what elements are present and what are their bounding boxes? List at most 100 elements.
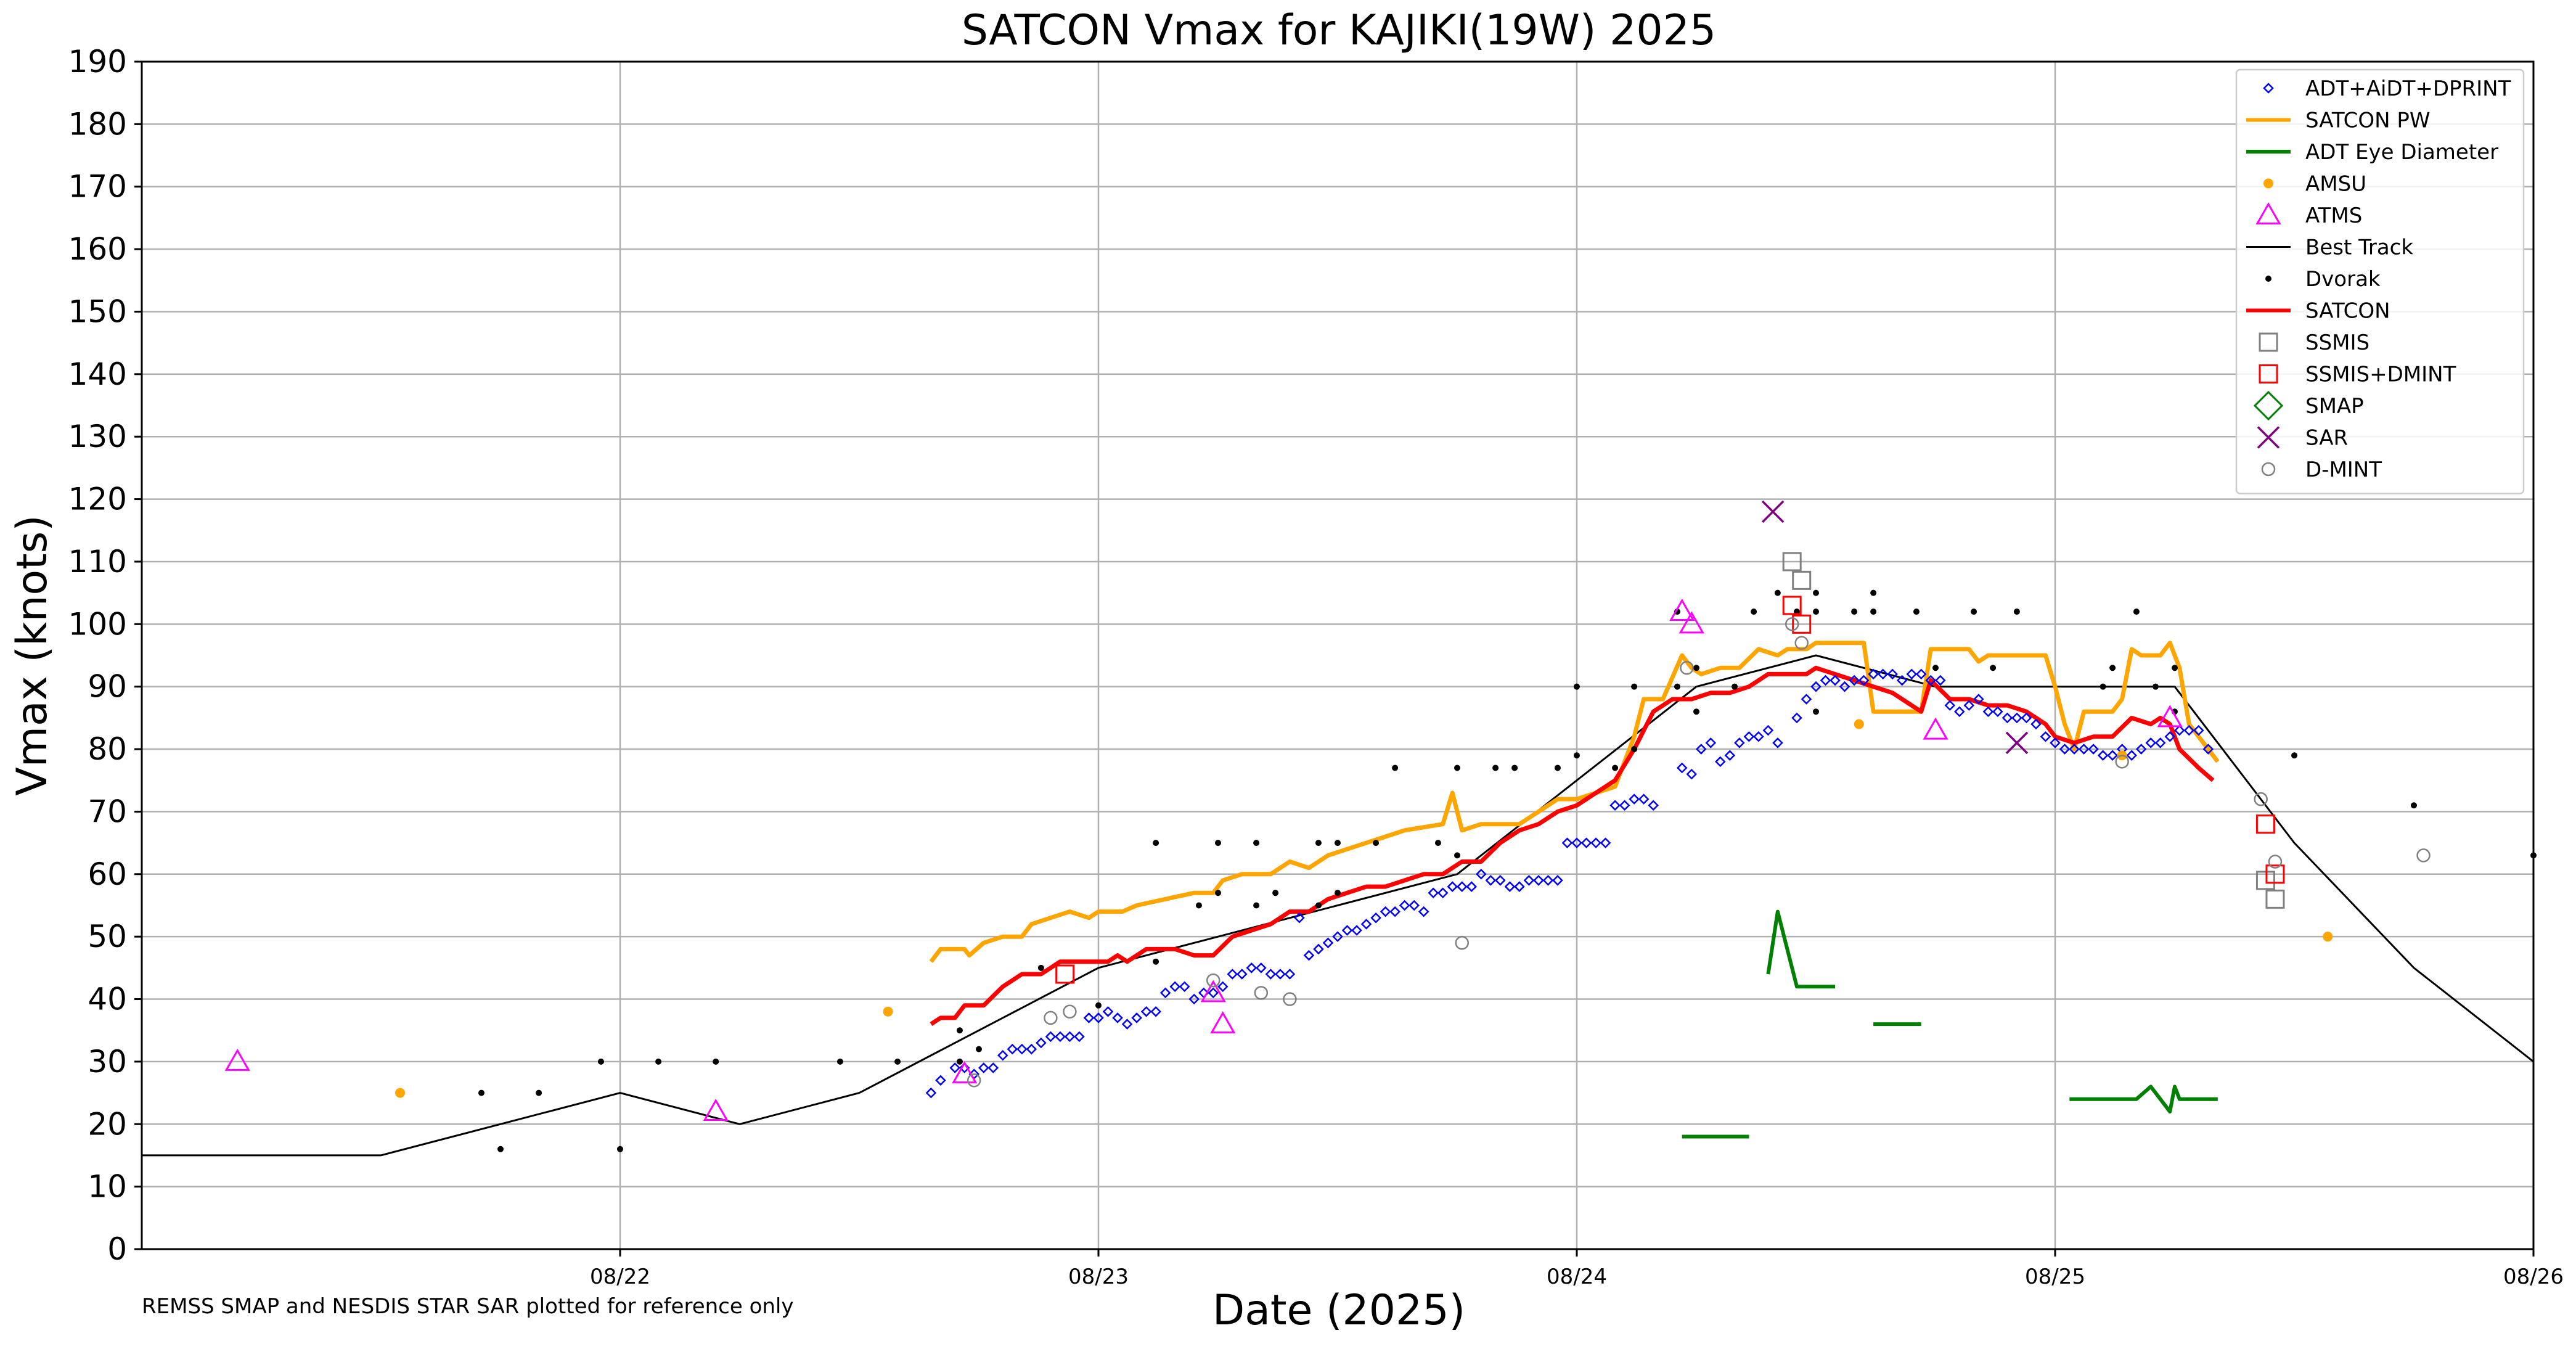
dvorak-point xyxy=(836,1058,843,1065)
adt-aidt-dprint-point xyxy=(1495,875,1506,886)
adt-aidt-dprint-point xyxy=(2097,750,2109,761)
dvorak-point xyxy=(1392,765,1399,771)
adt-aidt-dprint-point xyxy=(1849,674,1860,686)
dvorak-point xyxy=(1693,708,1699,715)
y-tick-label: 40 xyxy=(88,982,127,1017)
d-mint-point xyxy=(2416,848,2431,863)
dvorak-point xyxy=(2133,609,2140,615)
dvorak-point xyxy=(1574,752,1580,759)
dvorak-point xyxy=(956,1027,963,1034)
adt-aidt-dprint-point xyxy=(1514,881,1525,892)
y-tick-label: 150 xyxy=(68,293,127,329)
dvorak-point xyxy=(1932,665,1939,671)
adt-aidt-dprint-point xyxy=(1036,1037,1047,1049)
adt-aidt-dprint-point xyxy=(1695,744,1707,755)
dvorak-point xyxy=(1095,1002,1102,1009)
dvorak-point xyxy=(655,1058,662,1065)
amsu-point xyxy=(883,1006,893,1017)
dvorak-point xyxy=(1434,840,1441,847)
ssmis-dmint-point xyxy=(2265,864,2285,884)
dvorak-point xyxy=(2109,665,2116,671)
dvorak-point xyxy=(1674,683,1680,690)
adt-aidt-dprint-point xyxy=(2145,737,2156,748)
dvorak-point xyxy=(1990,665,1997,671)
adt-aidt-dprint-point xyxy=(1188,993,1200,1005)
adt-aidt-dprint-point xyxy=(997,1049,1008,1061)
sar-point xyxy=(1761,500,1785,523)
dvorak-point xyxy=(1751,609,1757,615)
dvorak-point xyxy=(2100,683,2106,690)
adt-aidt-dprint-point xyxy=(1055,1031,1066,1043)
y-tick-label: 140 xyxy=(68,356,127,392)
dvorak-point xyxy=(1195,902,1202,909)
y-tick-label: 100 xyxy=(68,606,127,642)
adt-aidt-dprint-point xyxy=(2154,737,2166,748)
adt-aidt-dprint-point xyxy=(1466,881,1478,892)
dvorak-point xyxy=(1574,683,1580,690)
sar-point xyxy=(2005,731,2029,755)
adt-aidt-dprint-point xyxy=(1437,887,1449,898)
adt-aidt-dprint-point xyxy=(1208,987,1219,999)
adt-aidt-dprint-point xyxy=(2040,731,2051,742)
dvorak-point xyxy=(1335,890,1341,896)
legend: ADT+AiDT+DPRINT SATCON PW ADT Eye Diameter… xyxy=(2235,68,2525,494)
dvorak-point xyxy=(1454,852,1460,859)
legend-swatch-d-mint xyxy=(2261,462,2276,477)
atms-point xyxy=(1210,1011,1236,1034)
y-tick-label: 0 xyxy=(107,1231,127,1267)
dvorak-point xyxy=(1215,890,1221,896)
ssmis-point xyxy=(1792,570,1812,590)
y-axis-label: Vmax (knots) xyxy=(8,515,57,796)
adt-aidt-dprint-point xyxy=(1112,1012,1123,1023)
adt-aidt-dprint-point xyxy=(1399,900,1410,911)
adt-aidt-dprint-point xyxy=(1045,1031,1057,1043)
adt-aidt-dprint-point xyxy=(1571,837,1582,848)
d-mint-point xyxy=(967,1073,981,1088)
adt-aidt-dprint-point xyxy=(1447,881,1458,892)
adt-aidt-dprint-point xyxy=(1954,706,1965,717)
y-tick-label: 90 xyxy=(88,669,127,705)
adt-aidt-dprint-point xyxy=(1772,737,1783,748)
series-ssmis xyxy=(1782,552,2285,909)
legend-swatch-amsu xyxy=(2263,178,2273,189)
adt-aidt-dprint-point xyxy=(1830,674,1841,686)
adt-aidt-dprint-point xyxy=(2011,712,2022,724)
dvorak-point xyxy=(1870,589,1877,596)
data-layer xyxy=(142,500,2537,1157)
dvorak-point xyxy=(1335,840,1341,847)
d-mint-point xyxy=(1063,1004,1077,1019)
atms-point xyxy=(952,1061,978,1084)
adt-aidt-dprint-point xyxy=(1380,906,1391,917)
adt-aidt-dprint-point xyxy=(1428,887,1439,898)
dvorak-point xyxy=(1315,902,1322,909)
x-tick-label: 08/23 xyxy=(1068,1265,1129,1289)
dvorak-point xyxy=(1492,765,1499,771)
dvorak-point xyxy=(1813,609,1819,615)
adt-aidt-dprint-point xyxy=(2164,731,2176,742)
dvorak-point xyxy=(2013,609,2020,615)
adt-aidt-dprint-point xyxy=(935,1075,946,1086)
y-tick-label: 170 xyxy=(68,169,127,205)
adt-aidt-dprint-point xyxy=(1552,875,1563,886)
adt-aidt-dprint-point xyxy=(2183,724,2195,736)
atms-point xyxy=(1669,599,1695,621)
adt-aidt-dprint-point xyxy=(1179,981,1190,993)
legend-label-ssmis: SSMIS xyxy=(2305,330,2370,355)
legend-swatch-ssmis xyxy=(2259,332,2278,352)
legend-label-best-track: Best Track xyxy=(2305,236,2413,260)
adt-aidt-dprint-point xyxy=(1083,1012,1095,1023)
adt-aidt-dprint-point xyxy=(1237,969,1248,980)
adt-aidt-dprint-point xyxy=(1007,1043,1018,1055)
adt-aidt-dprint-point xyxy=(1753,731,1764,742)
adt-aidt-dprint-point xyxy=(1734,737,1745,748)
adt-aidt-dprint-point xyxy=(1609,800,1621,811)
adt-aidt-dprint-point xyxy=(1762,724,1774,736)
atms-point xyxy=(2157,705,2183,728)
dvorak-point xyxy=(1631,746,1638,753)
d-mint-point xyxy=(1785,617,1799,631)
y-tick-label: 30 xyxy=(88,1044,127,1080)
adt-aidt-dprint-point xyxy=(1944,700,1956,711)
adt-aidt-dprint-point xyxy=(1303,949,1315,961)
dvorak-point xyxy=(1215,840,1221,847)
atms-point xyxy=(224,1048,250,1071)
